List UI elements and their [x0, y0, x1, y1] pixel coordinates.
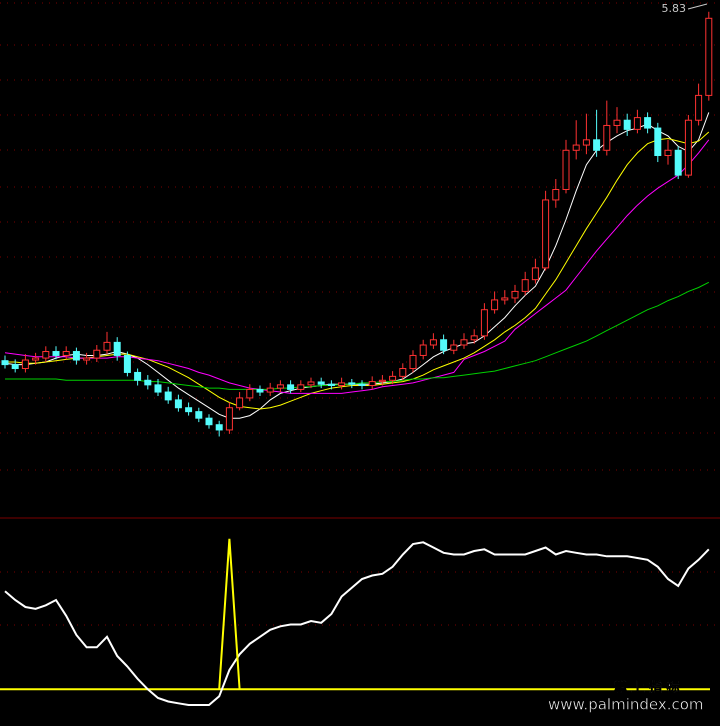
candle-body	[511, 290, 519, 299]
candle-body	[450, 344, 458, 351]
candle-body	[93, 349, 101, 359]
candle-body	[11, 364, 19, 370]
series-line	[4, 139, 710, 394]
candle-body	[83, 357, 91, 361]
candle-body	[613, 119, 621, 126]
candle-body	[236, 397, 244, 409]
candle-body	[531, 267, 539, 281]
candle-body	[134, 371, 142, 381]
candle-body	[154, 384, 162, 393]
candle-body	[684, 119, 692, 176]
candle-body	[460, 339, 468, 346]
candle-body	[633, 117, 641, 130]
candle-body	[542, 199, 550, 269]
candle-body	[256, 388, 264, 393]
candle-body	[644, 117, 652, 129]
candle-body	[195, 411, 203, 419]
watermark-title: 掌 上 指 标	[614, 680, 680, 696]
candle-body	[62, 351, 70, 356]
candle-body	[266, 387, 274, 393]
candle-body	[164, 391, 172, 401]
overlay: 5.83 掌 上 指 标 www.palmindex.com	[548, 2, 708, 714]
candle-body	[317, 381, 325, 385]
candle-body	[480, 309, 488, 337]
candle-body	[409, 354, 417, 370]
candle-body	[674, 149, 682, 176]
candle-body	[419, 344, 427, 356]
candle-body	[1, 360, 9, 366]
candle-body	[582, 139, 590, 146]
candle-body	[368, 381, 376, 387]
grid	[0, 2, 720, 626]
candle-body	[185, 407, 193, 413]
candle-body	[623, 119, 631, 130]
series-line	[5, 281, 710, 390]
series-line	[4, 541, 710, 706]
candle-body	[246, 388, 254, 399]
candle-body	[470, 335, 478, 341]
candle-body	[113, 341, 121, 356]
candle-body	[174, 399, 182, 409]
candle-body	[562, 149, 570, 190]
candle-body	[32, 357, 40, 361]
candle-body	[378, 379, 386, 383]
candle-body	[52, 351, 60, 356]
candle-body	[287, 384, 295, 390]
candle-body	[572, 144, 580, 151]
candle-body	[552, 188, 560, 201]
candle-body	[42, 351, 50, 359]
candle-body	[338, 382, 346, 387]
candle-body	[225, 407, 233, 431]
candle-body	[664, 149, 672, 157]
candle-body	[521, 279, 529, 292]
high-pointer	[687, 3, 708, 10]
high-label: 5.83	[662, 2, 687, 15]
series-line	[4, 112, 710, 419]
candle-body	[307, 381, 315, 386]
candle-body	[654, 127, 662, 157]
price-panel	[1, 11, 713, 437]
candle-body	[593, 139, 601, 151]
candle-body	[276, 384, 284, 389]
candle-body	[429, 339, 437, 346]
candle-body	[123, 354, 131, 373]
candle-body	[72, 351, 80, 361]
candle-body	[144, 379, 152, 386]
series-line	[5, 131, 710, 410]
candle-body	[705, 17, 713, 96]
series-line	[218, 538, 241, 690]
candle-body	[297, 384, 305, 390]
indicator-panel	[0, 538, 710, 706]
watermark-url: www.palmindex.com	[548, 696, 704, 714]
candle-body	[358, 383, 366, 387]
candle-body	[440, 339, 448, 351]
candle-body	[491, 299, 499, 311]
candle-body	[603, 124, 611, 151]
candle-body	[103, 341, 111, 351]
candle-body	[695, 94, 703, 121]
candle-body	[399, 368, 407, 377]
candle-body	[215, 424, 223, 431]
candle-body	[501, 297, 509, 301]
candle-body	[389, 375, 397, 381]
candle-body	[327, 383, 335, 387]
candle-body	[21, 359, 29, 370]
candle-body	[348, 382, 356, 385]
candle-body	[205, 417, 213, 426]
